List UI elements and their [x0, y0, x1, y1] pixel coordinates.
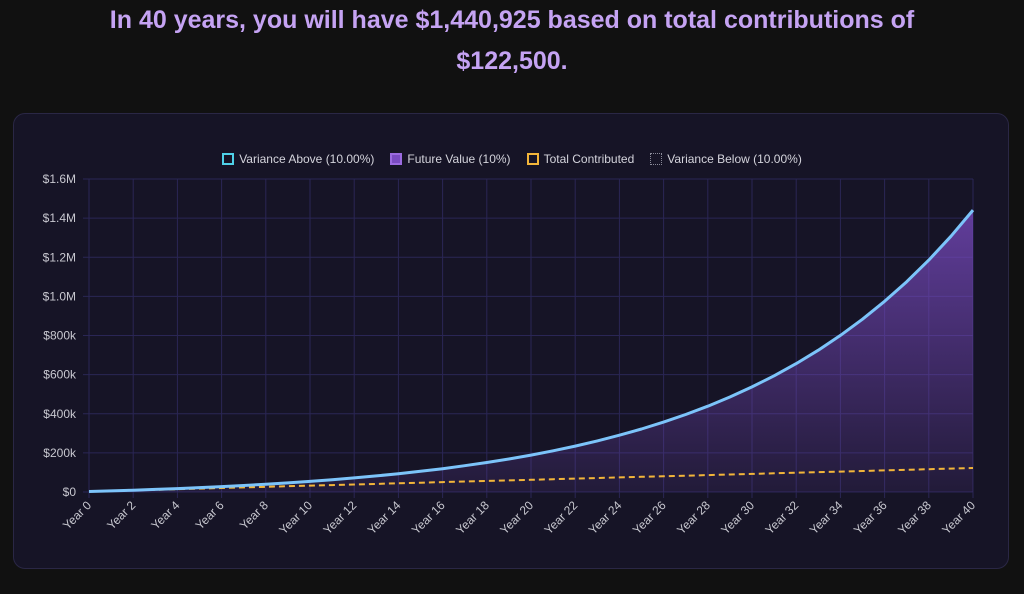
variance-above-swatch-icon [222, 153, 235, 165]
y-tick-label: $200k [43, 446, 77, 460]
summary-line-1: In 40 years, you will have $1,440,925 ba… [109, 6, 915, 34]
x-tick-label: Year 40 [939, 498, 978, 537]
x-tick-label: Year 24 [586, 498, 625, 537]
y-tick-label: $1.6M [43, 172, 76, 186]
y-tick-label: $1.0M [43, 289, 76, 303]
legend-label: Variance Above (10.00%) [239, 152, 375, 166]
x-tick-label: Year 12 [320, 498, 359, 537]
x-tick-label: Year 16 [409, 498, 448, 537]
x-tick-label: Year 30 [718, 498, 757, 537]
legend-label: Variance Below (10.00%) [667, 152, 802, 166]
summary-line-2: $122,500. [456, 47, 568, 75]
x-tick-label: Year 4 [148, 498, 182, 532]
legend-variance-below[interactable]: Variance Below (10.00%) [650, 152, 802, 166]
x-tick-label: Year 2 [104, 498, 138, 532]
future-value-area [89, 210, 973, 492]
y-tick-label: $600k [43, 368, 77, 382]
x-tick-label: Year 32 [762, 498, 801, 537]
y-tick-label: $0 [63, 485, 77, 499]
y-tick-label: $1.2M [43, 250, 76, 264]
x-tick-label: Year 34 [807, 498, 846, 537]
x-tick-label: Year 10 [276, 498, 315, 537]
future-value-swatch-icon [390, 153, 403, 165]
legend-total-contributed[interactable]: Total Contributed [526, 152, 635, 166]
y-tick-label: $800k [43, 329, 77, 343]
x-tick-label: Year 0 [60, 498, 94, 532]
y-tick-label: $400k [43, 407, 77, 421]
x-tick-label: Year 28 [674, 498, 713, 537]
x-tick-label: Year 22 [541, 498, 580, 537]
total-contributed-swatch-icon [526, 153, 539, 165]
chart-legend: Variance Above (10.00%) Future Value (10… [0, 152, 1024, 166]
x-tick-label: Year 26 [630, 498, 669, 537]
legend-label: Total Contributed [543, 152, 635, 166]
variance-below-swatch-icon [650, 153, 663, 165]
x-tick-label: Year 8 [237, 498, 271, 532]
x-tick-label: Year 6 [193, 498, 227, 532]
legend-label: Future Value (10%) [407, 152, 511, 166]
summary-heading: In 40 years, you will have $1,440,925 ba… [0, 0, 1024, 82]
x-tick-label: Year 18 [453, 498, 492, 537]
legend-future-value[interactable]: Future Value (10%) [390, 152, 511, 166]
y-tick-label: $1.4M [43, 211, 76, 225]
legend-variance-above[interactable]: Variance Above (10.00%) [222, 152, 374, 166]
x-tick-label: Year 36 [851, 498, 890, 537]
x-tick-label: Year 14 [365, 498, 404, 537]
x-tick-label: Year 20 [497, 498, 536, 537]
x-tick-label: Year 38 [895, 498, 934, 537]
